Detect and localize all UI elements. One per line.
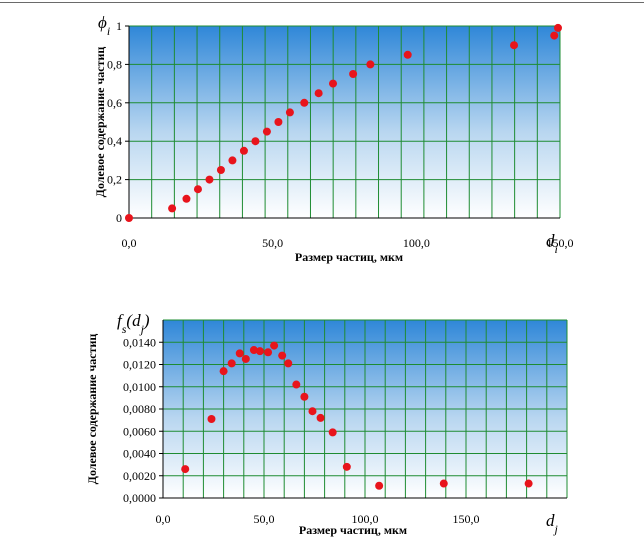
data-point	[270, 341, 279, 350]
x-tick-label: 100,0	[352, 512, 379, 526]
x-axis-symbol: dj	[546, 511, 559, 536]
data-point	[349, 70, 358, 78]
y-tick-label: 0,0000	[123, 491, 156, 505]
x-axis-label: Размер частиц, мкм	[299, 523, 407, 537]
data-point	[235, 349, 244, 358]
y-tick-label: 0,0140	[123, 335, 156, 349]
data-point	[550, 31, 559, 40]
data-point	[239, 146, 248, 155]
y-tick-label: 0,0100	[123, 380, 156, 394]
data-point	[316, 413, 325, 422]
data-point	[182, 194, 191, 203]
data-point	[366, 60, 375, 69]
data-point	[300, 392, 309, 401]
x-axis-label: Размер частиц, мкм	[295, 250, 403, 264]
data-point	[255, 347, 264, 356]
data-point	[262, 127, 271, 136]
data-point	[510, 41, 519, 50]
data-point	[292, 380, 301, 389]
data-point	[375, 481, 384, 490]
x-tick-label: 0,0	[122, 236, 137, 250]
x-tick-label: 50,0	[254, 512, 275, 526]
y-tick-label: 0	[116, 211, 122, 225]
data-point	[300, 98, 309, 107]
data-point	[227, 359, 236, 368]
data-point	[329, 79, 338, 88]
y-tick-label: 0,4	[107, 134, 122, 148]
y-tick-label: 0,0020	[123, 469, 156, 483]
y-axis-symbol: ϕi	[98, 13, 110, 38]
data-point	[168, 204, 177, 213]
data-point	[207, 415, 216, 424]
data-point	[228, 156, 237, 165]
y-axis-label: Долевое содержание частиц	[93, 47, 107, 198]
x-tick-label: 150,0	[547, 236, 574, 250]
x-tick-label: 0,0	[156, 512, 171, 526]
data-point	[249, 346, 258, 355]
data-point	[524, 479, 533, 488]
y-tick-label: 0,0120	[123, 358, 156, 372]
data-point	[342, 462, 351, 471]
data-point	[284, 359, 293, 368]
data-point	[274, 118, 283, 126]
top-rule	[0, 2, 644, 3]
data-point	[314, 89, 323, 98]
data-point	[403, 50, 412, 59]
chart-cumulative: 0 0,2 0,4 0,6 0,8 1 0,0 50,0 100,0 150,0 Размер ча…	[93, 13, 574, 264]
y-tick-label: 0,0040	[123, 447, 156, 461]
data-point	[216, 166, 225, 174]
data-point	[125, 214, 133, 222]
y-tick-label: 0,2	[107, 173, 122, 187]
x-tick-label: 50,0	[262, 236, 283, 250]
data-point	[264, 348, 273, 357]
y-tick-label: 1	[116, 19, 122, 33]
data-point	[181, 465, 190, 474]
y-axis-symbol: fs(dj)	[117, 311, 150, 336]
plot-area	[129, 26, 560, 218]
data-point	[554, 23, 562, 32]
data-point	[251, 137, 260, 146]
data-point	[328, 428, 337, 437]
y-tick-label: 0,8	[107, 57, 122, 71]
data-point	[193, 185, 202, 194]
data-point	[285, 108, 294, 117]
y-tick-label: 0,6	[107, 96, 122, 110]
chart-density: 0,00000,00200,00400,00600,00800,01000,01…	[85, 311, 568, 537]
y-axis-label: Долевое содержание частиц	[85, 334, 99, 485]
x-axis-symbol: di	[546, 231, 558, 256]
data-point	[439, 479, 448, 488]
data-point	[308, 407, 317, 416]
data-point	[278, 351, 287, 360]
x-tick-label: 150,0	[453, 512, 480, 526]
x-tick-label: 100,0	[403, 236, 430, 250]
y-tick-label: 0,0060	[123, 424, 156, 438]
data-point	[219, 367, 228, 376]
y-tick-label: 0,0080	[123, 402, 156, 416]
data-point	[205, 175, 214, 184]
data-point	[241, 354, 250, 363]
